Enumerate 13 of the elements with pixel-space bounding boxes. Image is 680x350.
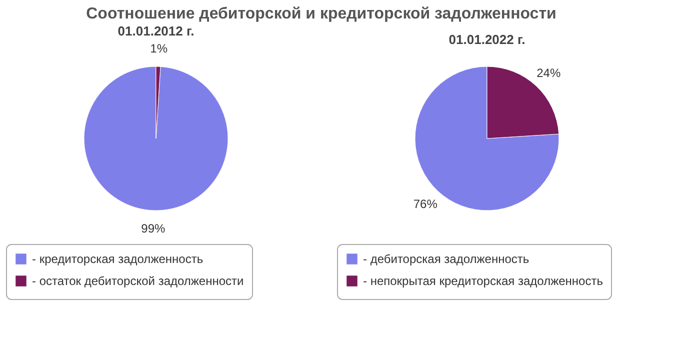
data-label: 24% xyxy=(536,66,561,80)
legend-label: - остаток дебиторской задолженности xyxy=(32,274,244,288)
text: Соотношение дебиторской и кредиторской задолженности xyxy=(86,6,556,23)
data-label: 1% xyxy=(150,42,168,56)
chart-subtitle: 01.01.2022 г. xyxy=(448,32,526,47)
data-label: 99% xyxy=(141,221,166,236)
chart-subtitle: 01.01.2012 г. xyxy=(118,24,194,39)
pie-slice xyxy=(414,66,560,211)
legend-label: - дебиторская задолженность xyxy=(363,252,530,266)
legend-label: - непокрытая кредиторская задолженность xyxy=(363,274,603,288)
legend-label: - кредиторская задолженность xyxy=(32,252,204,266)
pie-slice xyxy=(84,66,228,211)
data-label: 76% xyxy=(413,197,438,212)
